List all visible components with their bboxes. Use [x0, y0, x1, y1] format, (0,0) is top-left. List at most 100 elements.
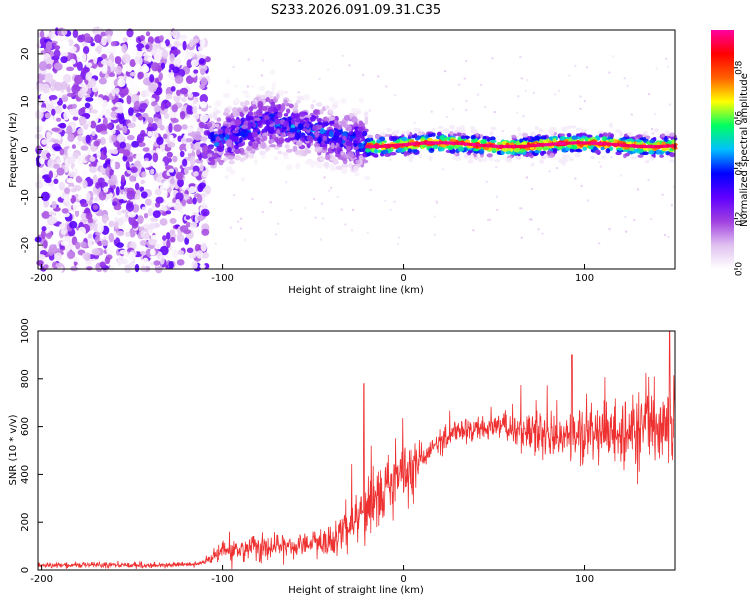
spectrogram-cell — [610, 133, 614, 139]
spectrogram-cell — [647, 92, 651, 96]
spectrogram-cell — [524, 137, 528, 141]
spectrogram-cell — [358, 98, 364, 103]
spectrogram-cell — [341, 167, 348, 175]
spectrogram-cell — [314, 146, 322, 153]
spectrogram-cell — [101, 239, 109, 246]
spectrogram-cell — [121, 44, 128, 54]
spectrogram-cell — [103, 186, 109, 193]
spectrogram-cell — [460, 125, 465, 130]
spectrogram-cell — [322, 117, 330, 121]
spectrogram-cell — [248, 106, 254, 112]
colorbar-gradient — [711, 30, 734, 269]
spectrogram-cell — [52, 163, 60, 169]
spectrogram-cell — [152, 152, 159, 163]
spectrogram-cell — [322, 144, 328, 148]
spectrogram-cell — [472, 229, 475, 232]
spectrogram-cell — [261, 105, 268, 111]
spectrogram-cell — [207, 153, 213, 158]
spectrogram-cell — [568, 74, 571, 77]
spectrogram-cell — [242, 90, 249, 95]
spectrogram-heatmap — [34, 26, 678, 274]
spectrogram-cell — [66, 125, 73, 136]
spectrogram-x-ticks: -200 -100 0 100 — [30, 264, 594, 284]
spectrogram-cell — [489, 139, 497, 143]
spectrogram-cell — [110, 111, 117, 118]
spectrogram-cell — [647, 178, 650, 182]
spectrogram-cell — [260, 74, 264, 77]
spectrogram-cell — [455, 156, 461, 161]
spectrogram-cell — [312, 99, 316, 104]
spectrogram-cell — [641, 137, 647, 141]
y-tick-label: 800 — [20, 369, 31, 388]
spectrogram-cell — [184, 237, 190, 245]
spectrogram-cell — [540, 135, 547, 140]
spectrogram-cell — [519, 55, 522, 59]
spectrogram-cell — [244, 100, 250, 106]
spectrogram-cell — [328, 189, 331, 192]
spectrogram-cell — [216, 117, 222, 122]
spectrogram-cell — [358, 143, 365, 149]
spectrogram-cell — [447, 145, 454, 150]
spectrogram-cell — [574, 177, 577, 180]
spectrogram-cell — [515, 140, 520, 146]
spectrogram-cell — [120, 174, 126, 183]
spectrogram-cell — [163, 112, 170, 119]
spectrogram-cell — [62, 135, 69, 142]
spectrogram-cell — [44, 112, 51, 119]
spectrogram-cell — [106, 34, 112, 44]
spectrogram-cell — [48, 94, 58, 101]
spectrogram-cell — [583, 100, 587, 103]
spectrogram-cell — [67, 147, 74, 158]
spectrogram-cell — [341, 163, 349, 168]
spectrogram-cell — [61, 208, 69, 214]
spectrogram-cell — [624, 215, 627, 219]
spectrogram-cell — [660, 133, 666, 138]
spectrogram-cell — [347, 125, 352, 132]
spectrogram-cell — [137, 115, 144, 121]
spectrogram-cell — [93, 140, 101, 147]
spectrogram-cell — [401, 130, 406, 135]
colorbar-tick-label: 0.4 — [735, 161, 745, 176]
spectrogram-cell — [530, 187, 534, 191]
spectrogram-cell — [541, 232, 544, 235]
spectrogram-cell — [348, 162, 353, 169]
spectrogram-cell — [62, 104, 67, 110]
spectrogram-cell — [140, 250, 147, 255]
spectrogram-cell — [98, 123, 107, 133]
spectrogram-cell — [448, 131, 454, 136]
spectrogram-cell — [89, 50, 99, 58]
spectrogram-cell — [458, 83, 461, 86]
spectrogram-cell — [83, 33, 91, 43]
spectrogram-cell — [369, 152, 375, 156]
spectrogram-cell — [43, 28, 49, 38]
spectrogram-cell — [491, 57, 494, 60]
spectrogram-cell — [337, 137, 343, 145]
spectrogram-cell — [517, 126, 521, 132]
spectrogram-cell — [650, 218, 653, 221]
spectrogram-cell — [476, 93, 480, 96]
spectrogram-cell — [149, 217, 159, 222]
spectrogram-cell — [148, 97, 156, 103]
spectrogram-cell — [153, 260, 161, 266]
spectrogram-cell — [341, 54, 344, 57]
spectrogram-cell — [270, 138, 275, 144]
spectrogram-cell — [285, 148, 293, 153]
spectrogram-cell — [80, 145, 89, 151]
colorbar-label: Normalized spectral amplitude — [739, 73, 750, 227]
spectrogram-cell — [385, 128, 393, 132]
spectrogram-cell — [244, 238, 247, 242]
spectrogram-cell — [401, 136, 408, 142]
spectrogram-cell — [132, 114, 137, 123]
spectrogram-cell — [560, 136, 566, 140]
spectrogram-cell — [354, 171, 360, 177]
spectrogram-cell — [89, 166, 98, 174]
spectrogram-cell — [179, 225, 189, 233]
spectrogram-cell — [251, 131, 259, 138]
spectrogram-cell — [139, 102, 148, 109]
spectrogram-cell — [566, 132, 572, 138]
spectrogram-cell — [131, 171, 141, 177]
spectrogram-cell — [353, 126, 359, 131]
spectrogram-cell — [385, 85, 388, 88]
spectrogram-cell — [53, 45, 61, 51]
spectrogram-cell — [517, 95, 520, 98]
